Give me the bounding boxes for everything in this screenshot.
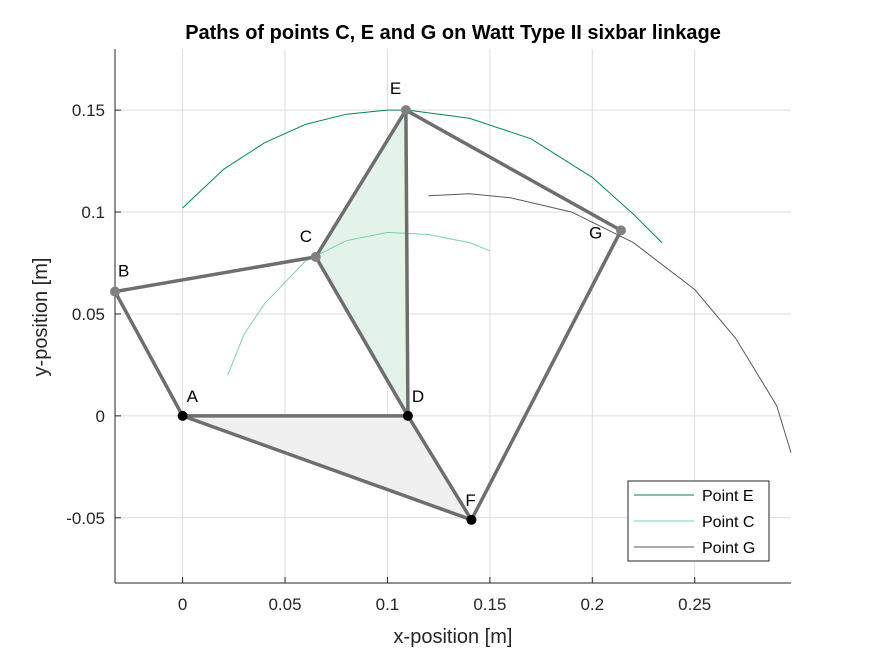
link-df bbox=[406, 414, 474, 522]
path-point-e bbox=[182, 109, 663, 243]
joint-label-b: B bbox=[118, 262, 129, 281]
y-axis-label: y-position [m] bbox=[30, 258, 52, 377]
x-tick-label: 0.05 bbox=[268, 595, 301, 614]
link-ab bbox=[113, 289, 185, 418]
x-tick-label: 0 bbox=[178, 595, 187, 614]
y-tick-label: 0 bbox=[96, 407, 105, 426]
joint-a bbox=[177, 410, 188, 421]
x-tick-label: 0.15 bbox=[473, 595, 506, 614]
link-cd bbox=[314, 255, 410, 418]
chart-title: Paths of points C, E and G on Watt Type … bbox=[185, 22, 721, 44]
joint-label-e: E bbox=[390, 79, 401, 98]
legend-entry: Point C bbox=[702, 514, 754, 531]
y-tick-label: 0.15 bbox=[72, 101, 105, 120]
x-tick-label: 0.25 bbox=[678, 595, 711, 614]
joint-label-a: A bbox=[187, 387, 199, 406]
x-tick-label: 0.1 bbox=[376, 595, 400, 614]
joint-e bbox=[400, 105, 411, 116]
joint-label-f: F bbox=[465, 491, 475, 510]
joint-c bbox=[310, 251, 321, 262]
joint-b bbox=[110, 286, 120, 297]
link-de bbox=[404, 108, 410, 418]
joint-f bbox=[466, 514, 477, 525]
joint-d bbox=[402, 410, 413, 421]
link-bc bbox=[113, 255, 318, 294]
link-fg bbox=[469, 228, 623, 522]
plot-area: 0 0.05 0.1 0.15 0.2 0.25 -0.05 0 0.05 0.1 0.15 A B C D… bbox=[66, 49, 792, 614]
link-ce bbox=[314, 108, 408, 259]
joint-label-c: C bbox=[300, 227, 312, 246]
link-eg bbox=[404, 108, 623, 233]
legend-entry: Point G bbox=[702, 540, 755, 557]
y-tick-label: 0.1 bbox=[81, 203, 105, 222]
x-tick-label: 0.2 bbox=[580, 595, 604, 614]
path-point-g bbox=[428, 193, 792, 453]
joint-label-d: D bbox=[412, 387, 424, 406]
joint-g bbox=[615, 225, 626, 236]
link-body-cde bbox=[315, 110, 408, 416]
link-af bbox=[180, 414, 474, 522]
x-axis-label: x-position [m] bbox=[394, 626, 513, 648]
path-point-c bbox=[227, 231, 491, 376]
legend-entry: Point E bbox=[702, 488, 754, 505]
y-tick-label: 0.05 bbox=[72, 305, 105, 324]
y-tick-label: -0.05 bbox=[66, 509, 105, 528]
joint-label-g: G bbox=[589, 223, 602, 242]
